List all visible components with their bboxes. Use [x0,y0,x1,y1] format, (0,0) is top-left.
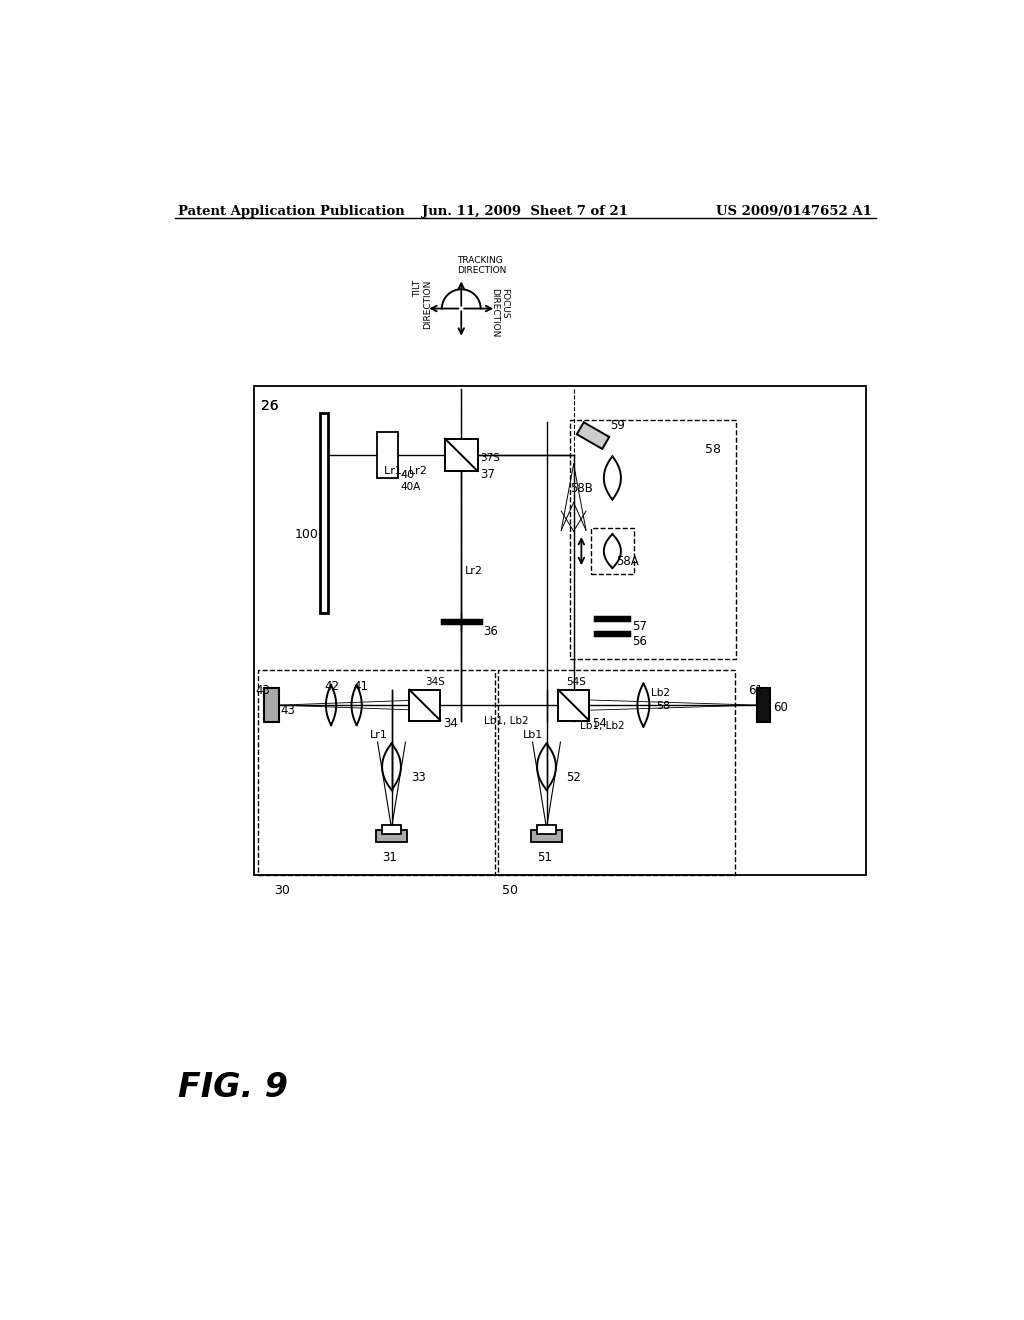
Text: 41: 41 [353,681,369,693]
Text: 34S: 34S [425,677,444,688]
Bar [254,385,866,875]
Text: 58A: 58A [616,554,639,568]
Bar [499,671,735,875]
Text: 26: 26 [261,400,279,413]
Bar [538,825,556,834]
Text: Lr2: Lr2 [465,566,483,577]
Bar [382,825,400,834]
Text: 37S: 37S [480,453,501,463]
Text: 30: 30 [273,884,290,896]
Text: 58B: 58B [569,482,593,495]
Text: 56: 56 [632,635,646,648]
Text: 54: 54 [592,717,607,730]
Text: 60: 60 [773,701,787,714]
Text: Jun. 11, 2009  Sheet 7 of 21: Jun. 11, 2009 Sheet 7 of 21 [422,205,628,218]
Text: Lb1: Lb1 [522,730,543,739]
Text: Lb1, Lb2: Lb1, Lb2 [580,721,625,730]
Text: 58: 58 [706,444,721,457]
Text: TILT
DIRECTION: TILT DIRECTION [413,280,432,330]
Text: Lr1, Lr2: Lr1, Lr2 [384,466,427,475]
Text: 43: 43 [281,704,296,717]
Text: 52: 52 [566,771,581,784]
Text: 40: 40 [400,470,414,480]
Text: Lr1: Lr1 [370,730,388,739]
Text: 43: 43 [256,684,270,697]
Text: 31: 31 [382,851,397,865]
Bar [591,528,634,574]
Bar [376,830,407,842]
Text: 42: 42 [325,681,340,693]
Text: 57: 57 [632,619,646,632]
Text: Lb1, Lb2: Lb1, Lb2 [484,715,529,726]
Text: 100: 100 [295,528,318,541]
Text: 33: 33 [411,771,426,784]
Text: US 2009/0147652 A1: US 2009/0147652 A1 [716,205,872,218]
Text: 54S: 54S [566,677,586,688]
Polygon shape [577,422,609,449]
Bar [569,420,736,659]
Text: TRACKING
DIRECTION: TRACKING DIRECTION [458,256,507,276]
Bar [263,688,280,722]
Text: Lb2: Lb2 [651,688,670,698]
Text: 37: 37 [480,469,496,480]
Text: 61: 61 [748,684,763,697]
Text: 59: 59 [610,418,625,432]
Text: FIG. 9: FIG. 9 [178,1071,289,1104]
Bar [258,671,495,875]
Text: 36: 36 [483,626,498,638]
Text: 58: 58 [655,701,670,711]
Text: 50: 50 [503,884,518,896]
Bar [531,830,562,842]
Text: FOCUS
DIRECTION: FOCUS DIRECTION [489,288,509,337]
Bar [410,689,440,721]
Text: 40A: 40A [400,482,420,492]
Bar [445,438,477,471]
Text: Patent Application Publication: Patent Application Publication [178,205,406,218]
Text: 51: 51 [538,851,552,865]
Bar [558,689,589,721]
Bar [321,412,328,612]
Bar [758,688,770,722]
Text: 34: 34 [443,717,459,730]
Text: 26: 26 [261,400,279,413]
Bar [377,432,398,478]
